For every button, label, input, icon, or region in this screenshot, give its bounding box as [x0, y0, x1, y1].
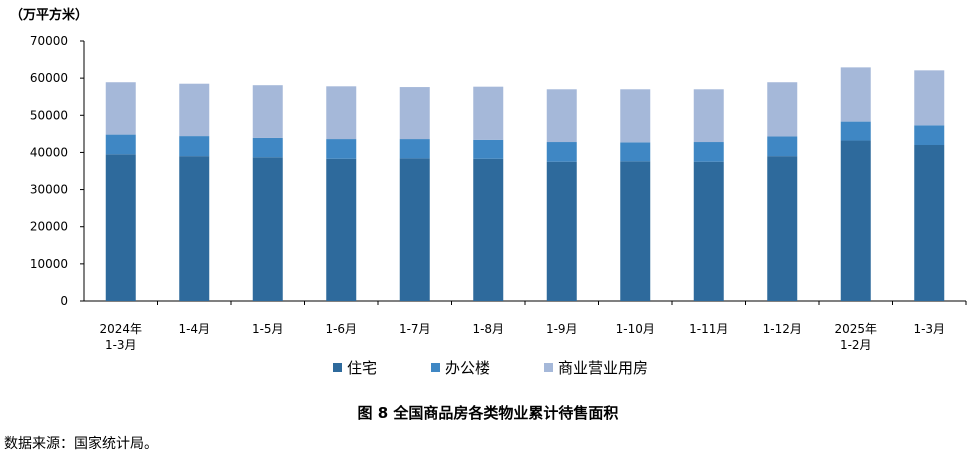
- x-tick-label: 1-2月: [840, 338, 872, 350]
- bar-segment: [399, 158, 430, 301]
- bar-segment: [326, 139, 357, 159]
- legend-item-office: 办公楼: [431, 357, 490, 378]
- bar-segment: [326, 86, 357, 140]
- bar-segment: [693, 142, 724, 162]
- figure-caption: 图 8 全国商品房各类物业累计待售面积: [357, 404, 619, 422]
- bar-segment: [473, 139, 504, 159]
- bar-segment: [546, 89, 577, 143]
- bar-segment: [914, 125, 945, 145]
- bar-segment: [105, 154, 136, 301]
- legend-item-commercial: 商业营业用房: [544, 357, 648, 378]
- x-tick-label: 1-4月: [178, 322, 210, 336]
- bar-segment: [252, 137, 283, 158]
- x-tick-label: 2024年: [99, 322, 142, 336]
- bar-segment: [473, 86, 504, 140]
- y-tick-label: 40000: [30, 145, 68, 159]
- x-tick-label: 1-6月: [325, 322, 357, 336]
- bar-segment: [546, 161, 577, 301]
- bar-segment: [767, 82, 798, 137]
- bar-segment: [914, 145, 945, 301]
- bar-segment: [840, 140, 871, 301]
- bar-segment: [252, 157, 283, 301]
- bar-segment: [105, 82, 136, 135]
- bar-segment: [399, 139, 430, 159]
- bar-segment: [840, 67, 871, 122]
- bar-segment: [914, 70, 945, 126]
- legend-swatch-residential: [333, 363, 342, 372]
- y-tick-label: 20000: [30, 220, 68, 234]
- legend-label-office: 办公楼: [445, 359, 491, 377]
- bar-segment: [840, 121, 871, 141]
- legend-swatch-commercial: [544, 363, 554, 372]
- x-tick-label: 2025年: [834, 322, 877, 336]
- x-tick-label: 1-9月: [546, 322, 578, 336]
- bar-segment: [105, 134, 136, 155]
- bar-segment: [179, 156, 210, 301]
- bar-segment: [252, 85, 283, 138]
- x-tick-label: 1-3月: [105, 338, 137, 350]
- y-tick-label: 0: [60, 294, 68, 308]
- bar-segment: [473, 158, 504, 301]
- legend-label-commercial: 商业营业用房: [558, 359, 649, 377]
- x-tick-label: 1-10月: [616, 322, 655, 336]
- legend-item-residential: 住宅: [333, 357, 377, 378]
- bar-segment: [179, 83, 210, 137]
- data-source-note: 数据来源：国家统计局。: [4, 436, 158, 452]
- bar-segment: [620, 142, 651, 162]
- x-tick-label: 1-5月: [252, 322, 284, 336]
- bar-segment: [179, 136, 210, 157]
- bar-segment: [620, 89, 651, 143]
- x-tick-label: 1-3月: [913, 322, 945, 336]
- x-tick-label: 1-12月: [763, 322, 802, 336]
- y-tick-label: 50000: [30, 108, 68, 122]
- y-tick-label: 10000: [30, 257, 68, 271]
- y-tick-label: 30000: [30, 183, 68, 197]
- stacked-bar-chart: 0 10000 20000 30000 40000 50000 60000 70000 2024…: [30, 34, 967, 350]
- y-tick-label: 70000: [30, 34, 68, 48]
- bar-segment: [767, 156, 798, 301]
- bar-segment: [546, 142, 577, 162]
- legend-swatch-office: [431, 363, 441, 372]
- x-tick-label: 1-11月: [689, 322, 728, 336]
- legend-label-residential: 住宅: [347, 359, 378, 377]
- y-tick-label: 60000: [30, 71, 68, 85]
- x-tick-label: 1-7月: [399, 322, 431, 336]
- bar-segment: [620, 161, 651, 301]
- bar-segment: [326, 158, 357, 301]
- bar-segment: [767, 136, 798, 157]
- chart-legend: 住宅 办公楼 商业营业用房: [333, 357, 648, 378]
- y-axis-unit-label: （万平方米）: [10, 8, 89, 23]
- bar-segment: [693, 89, 724, 143]
- bar-segment: [399, 87, 430, 140]
- x-tick-label: 1-8月: [472, 322, 504, 336]
- bar-segment: [693, 161, 724, 301]
